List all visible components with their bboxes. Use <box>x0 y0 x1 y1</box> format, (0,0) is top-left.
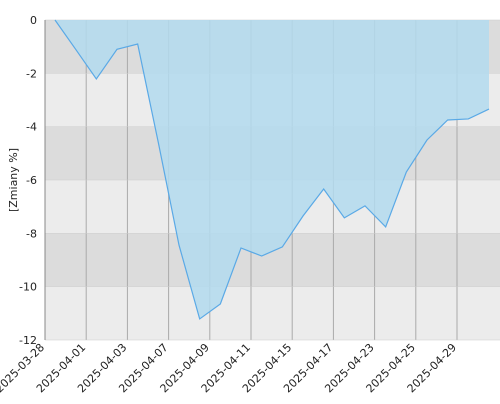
y-tick-label: 0 <box>30 14 37 27</box>
area-fill <box>55 20 489 319</box>
y-tick-label: -12 <box>19 334 37 347</box>
y-tick-label: -2 <box>26 67 37 80</box>
y-axis-label: [Zmiany %] <box>7 148 20 212</box>
area-line <box>54 19 490 320</box>
y-tick-label: -6 <box>26 174 37 187</box>
y-tick-label: -4 <box>26 121 37 134</box>
y-tick-label: -10 <box>19 281 37 294</box>
y-tick-label: -8 <box>26 227 37 240</box>
band <box>45 286 500 340</box>
